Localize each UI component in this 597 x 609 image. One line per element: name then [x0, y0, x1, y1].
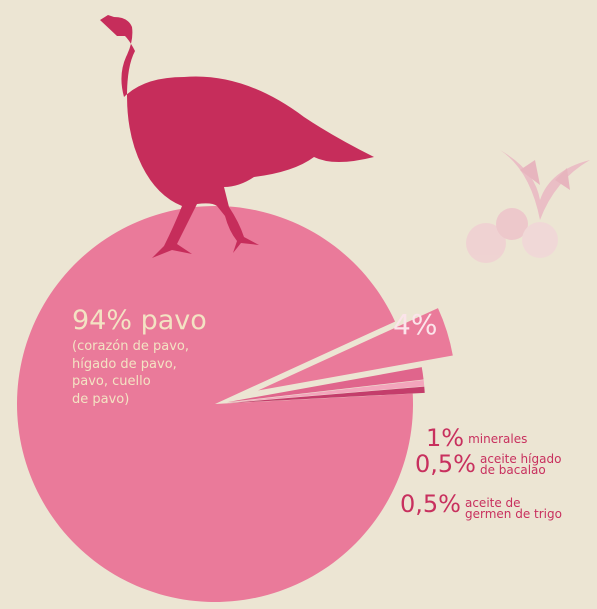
slice-label: 0,5%aceite hígado de bacalao: [415, 452, 566, 477]
slice-label: 0,5%aceite de germen de trigo: [400, 492, 565, 521]
category-label: aceite hígado de bacalao: [480, 454, 566, 477]
big-slice-label: 94% pavo (corazón de pavo,hígado de pavo…: [72, 305, 242, 408]
value-label: 0,5%: [400, 490, 461, 518]
category-label: minerales: [468, 434, 578, 445]
category-label: pavo: [141, 305, 207, 336]
value-label: 94%: [72, 305, 132, 336]
value-label: 4%: [393, 308, 437, 341]
page: {"chart_data": {"type": "pie", "categori…: [0, 0, 597, 609]
big-slice-title: 94% pavo: [72, 305, 242, 336]
annotation-line: (corazón de pavo,: [72, 338, 242, 356]
category-label: aceite de germen de trigo: [465, 498, 565, 521]
annotation: (corazón de pavo,hígado de pavo,pavo, cu…: [72, 338, 242, 408]
value-label: 0,5%: [415, 450, 476, 478]
slice-label: 1% minerales: [426, 426, 578, 450]
annotation-line: pavo, cuello: [72, 373, 242, 391]
annotation-line: hígado de pavo,: [72, 356, 242, 374]
value-label: 1%: [426, 424, 464, 452]
decoration-flowers: [466, 150, 590, 263]
annotation-line: de pavo): [72, 391, 242, 409]
